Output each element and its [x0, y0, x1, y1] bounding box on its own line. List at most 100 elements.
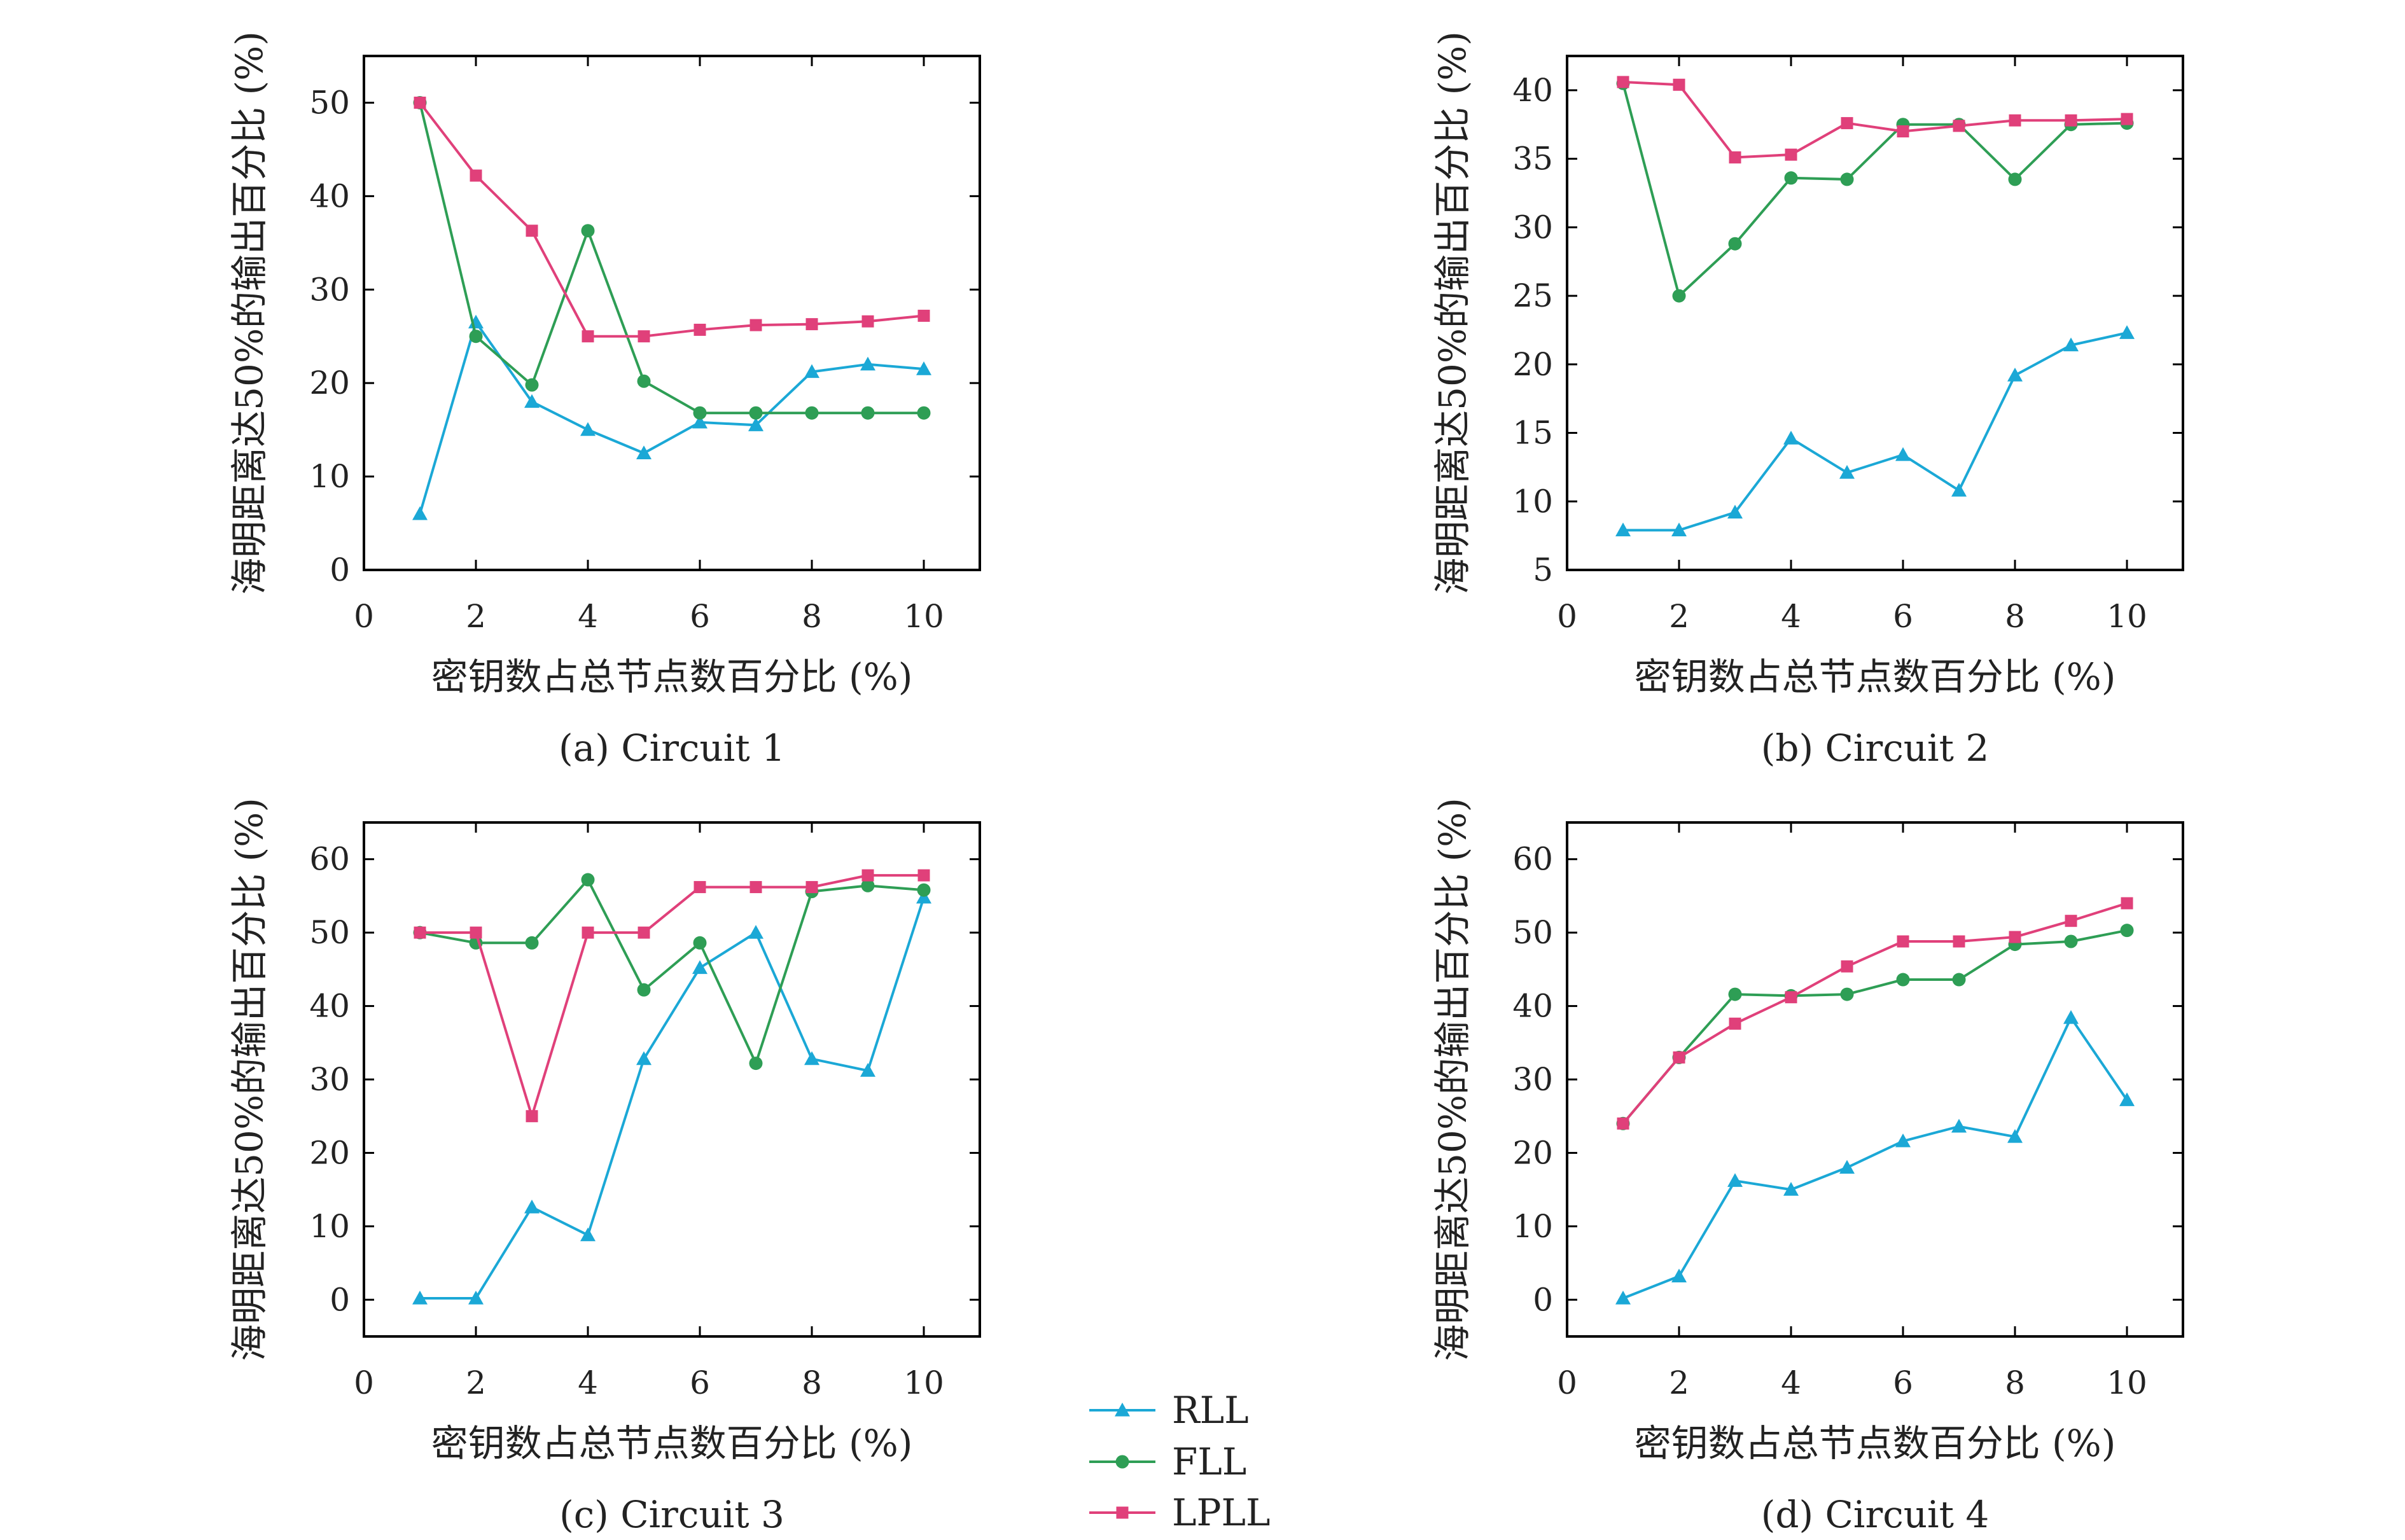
x-tick-label: 0	[1557, 1364, 1577, 1401]
data-point-fll	[1784, 171, 1798, 185]
x-tick-label: 8	[802, 1364, 822, 1401]
y-tick-label: 25	[1512, 277, 1553, 314]
data-point-rll	[1783, 1182, 1799, 1196]
y-tick-label: 10	[1512, 1208, 1553, 1245]
legend-entry-rll: RLL	[1089, 1389, 1249, 1432]
data-point-rll	[748, 417, 763, 431]
data-point-rll	[1615, 522, 1631, 537]
panel-caption: (d) Circuit 4	[1761, 1493, 1990, 1536]
data-point-rll	[860, 356, 875, 371]
data-point-lpll	[526, 1110, 538, 1123]
y-tick-label: 15	[1512, 415, 1553, 452]
data-point-rll	[1727, 1173, 1743, 1187]
series-line-rll	[419, 319, 924, 515]
data-point-lpll	[861, 315, 874, 328]
data-point-lpll	[414, 926, 426, 939]
series-rll	[1615, 1010, 2135, 1305]
data-point-fll	[1896, 973, 1910, 987]
x-tick-label: 10	[2107, 598, 2147, 635]
y-axis-label: 海明距离达50%的输出百分比 (%)	[228, 798, 271, 1361]
legend-entry-lpll: LPLL	[1089, 1491, 1271, 1534]
data-point-lpll	[1673, 1051, 1685, 1064]
x-tick-label: 0	[354, 598, 374, 635]
series-line-lpll	[1622, 80, 2128, 159]
x-tick-label: 8	[2005, 598, 2025, 635]
data-point-lpll	[917, 309, 930, 322]
series-line-lpll	[419, 102, 924, 338]
y-tick-label: 50	[309, 914, 350, 951]
data-point-lpll	[749, 881, 762, 894]
data-point-fll	[805, 406, 819, 420]
legend-label: FLL	[1172, 1440, 1246, 1483]
y-tick-label: 50	[1512, 914, 1553, 951]
y-tick-label: 60	[309, 841, 350, 878]
data-point-lpll	[1841, 117, 1853, 130]
data-point-lpll	[582, 330, 594, 343]
x-tick-label: 2	[466, 598, 486, 635]
data-point-lpll	[694, 323, 706, 336]
x-axis-label: 密钥数占总节点数百分比 (%)	[431, 1422, 913, 1465]
y-axis-label: 海明距离达50%的输出百分比 (%)	[228, 31, 271, 595]
plot-frame	[1566, 55, 2184, 571]
data-point-rll	[1839, 465, 1855, 479]
data-point-rll	[1783, 431, 1799, 445]
plot-frame	[363, 821, 981, 1338]
data-point-lpll	[1729, 151, 1741, 163]
x-tick-label: 4	[1781, 1364, 1801, 1401]
data-point-rll	[692, 414, 708, 429]
series-line-lpll	[1622, 902, 2128, 1125]
data-point-lpll	[1785, 991, 1797, 1004]
data-point-rll	[1727, 504, 1743, 519]
data-point-rll	[1951, 1118, 1967, 1133]
data-point-lpll	[1953, 935, 1965, 948]
data-point-lpll	[1673, 78, 1685, 91]
data-point-rll	[1895, 447, 1911, 461]
y-axis-label: 海明距离达50%的输出百分比 (%)	[1431, 31, 1474, 595]
data-point-fll	[525, 378, 539, 392]
data-point-lpll	[414, 96, 426, 109]
y-tick-label: 30	[1512, 209, 1553, 246]
data-point-rll	[804, 1051, 819, 1065]
chart-panel-1: 0 2 4 6 8 10 0 10 20 30 40 50 密钥数占总节点数百分比 (%) 海明距离达50…	[228, 31, 981, 770]
data-point-rll	[1839, 1160, 1855, 1174]
data-point-lpll	[526, 225, 538, 237]
panel-caption: (c) Circuit 3	[559, 1493, 784, 1536]
y-tick-label: 0	[1533, 1281, 1553, 1318]
data-point-fll	[1728, 237, 1742, 251]
data-point-fll	[1840, 172, 1854, 186]
data-point-rll	[748, 925, 763, 939]
x-tick-label: 4	[578, 1364, 598, 1401]
x-tick-label: 4	[1781, 598, 1801, 635]
series-line-rll	[420, 897, 925, 1300]
y-tick-label: 30	[1512, 1061, 1553, 1098]
data-point-lpll	[2065, 114, 2077, 127]
data-point-lpll	[917, 869, 930, 882]
data-point-rll	[636, 445, 652, 459]
x-tick-label: 6	[1893, 1364, 1913, 1401]
data-point-rll	[412, 1290, 428, 1305]
x-tick-label: 10	[903, 1364, 944, 1401]
y-tick-label: 30	[309, 271, 350, 308]
chart-panel-3: 0 2 4 6 8 10 0 10 20 30 40 50 60 密钥数占总节点数百分比 (%) 海明距离达…	[228, 798, 981, 1536]
data-point-fll	[581, 224, 595, 238]
data-point-fll	[1672, 289, 1686, 303]
data-point-lpll	[638, 330, 650, 343]
data-point-fll	[525, 936, 539, 950]
x-tick-label: 2	[1669, 1364, 1689, 1401]
legend-label: RLL	[1172, 1389, 1249, 1432]
y-tick-label: 50	[309, 84, 350, 121]
y-tick-label: 60	[1512, 841, 1553, 878]
legend-entry-fll: FLL	[1089, 1440, 1246, 1483]
data-point-lpll	[638, 926, 650, 939]
series-line-fll	[1622, 929, 2128, 1125]
x-tick-label: 4	[578, 598, 598, 635]
data-point-lpll	[1953, 120, 1965, 132]
data-point-rll	[2119, 325, 2135, 339]
data-point-rll	[1671, 522, 1687, 537]
data-point-rll	[580, 1227, 596, 1242]
x-tick-label: 10	[903, 598, 944, 635]
y-tick-label: 5	[1533, 551, 1553, 588]
data-point-rll	[524, 1199, 540, 1214]
x-tick-label: 6	[690, 1364, 710, 1401]
